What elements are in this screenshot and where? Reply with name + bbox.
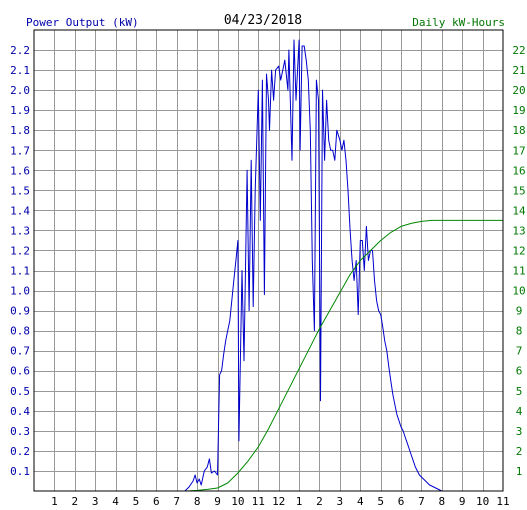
right-tick-label: 21	[512, 64, 525, 77]
right-tick-label: 4	[516, 405, 523, 418]
left-tick-label: 0.6	[10, 365, 30, 378]
left-tick-label: 1.2	[10, 244, 30, 257]
x-tick-label: 11	[496, 495, 509, 508]
right-tick-label: 3	[516, 425, 523, 438]
x-tick-label: 10	[476, 495, 489, 508]
x-tick-label: 5	[133, 495, 140, 508]
left-axis-title: Power Output (kW)	[26, 16, 139, 29]
left-tick-label: 0.4	[10, 405, 30, 418]
x-tick-label: 4	[357, 495, 364, 508]
x-tick-label: 12	[272, 495, 285, 508]
x-tick-label: 6	[398, 495, 405, 508]
x-tick-label: 1	[296, 495, 303, 508]
left-tick-label: 1.4	[10, 204, 30, 217]
x-tick-label: 8	[439, 495, 446, 508]
right-tick-label: 16	[512, 164, 525, 177]
power-output-line	[184, 39, 443, 492]
right-tick-label: 22	[512, 44, 525, 57]
right-tick-label: 1	[516, 465, 523, 478]
daily-kwh-line	[186, 219, 503, 492]
x-tick-label: 4	[112, 495, 119, 508]
right-tick-label: 9	[516, 305, 523, 318]
right-tick-label: 11	[512, 265, 525, 278]
right-tick-label: 8	[516, 325, 523, 338]
x-tick-label: 9	[459, 495, 466, 508]
left-tick-label: 1.5	[10, 184, 30, 197]
left-axis-ticks: 0.1 0.2 0.3 0.4 0.5 0.6 0.7 0.8 0.9 1.0 1.1 1.2 1.3 1…	[10, 44, 30, 478]
left-tick-label: 0.9	[10, 305, 30, 318]
left-tick-label: 0.1	[10, 465, 30, 478]
right-tick-label: 2	[516, 445, 523, 458]
left-tick-label: 2.1	[10, 64, 30, 77]
right-tick-label: 15	[512, 184, 525, 197]
x-tick-label: 10	[231, 495, 244, 508]
x-tick-label: 3	[337, 495, 344, 508]
right-tick-label: 14	[512, 204, 526, 217]
x-tick-label: 6	[153, 495, 160, 508]
x-tick-label: 2	[316, 495, 323, 508]
x-tick-label: 7	[418, 495, 425, 508]
right-tick-label: 13	[512, 224, 525, 237]
left-tick-label: 0.8	[10, 325, 30, 338]
left-tick-label: 0.3	[10, 425, 30, 438]
x-tick-label: 3	[92, 495, 99, 508]
right-tick-label: 19	[512, 104, 525, 117]
x-tick-label: 5	[377, 495, 384, 508]
left-tick-label: 1.9	[10, 104, 30, 117]
x-axis-ticks: 1 2 3 4 5 6 7 8 9 10 11 12 1 2 3 4 5 6 7 8 9 10 11	[51, 495, 510, 508]
left-tick-label: 0.5	[10, 385, 30, 398]
series-layer	[184, 39, 503, 492]
x-tick-label: 11	[252, 495, 265, 508]
right-axis-title: Daily kW-Hours	[412, 16, 505, 29]
left-tick-label: 1.6	[10, 164, 30, 177]
plot-frame	[33, 29, 504, 492]
left-tick-label: 2.0	[10, 84, 30, 97]
left-tick-label: 1.0	[10, 285, 30, 298]
x-tick-label: 8	[194, 495, 201, 508]
left-tick-label: 2.2	[10, 44, 30, 57]
right-tick-label: 18	[512, 124, 525, 137]
left-tick-label: 0.2	[10, 445, 30, 458]
x-tick-label: 2	[71, 495, 78, 508]
left-tick-label: 1.3	[10, 224, 30, 237]
right-tick-label: 10	[512, 285, 525, 298]
right-tick-label: 20	[512, 84, 525, 97]
right-tick-label: 6	[516, 365, 523, 378]
right-tick-label: 7	[516, 345, 523, 358]
left-tick-label: 0.7	[10, 345, 30, 358]
right-tick-label: 17	[512, 144, 525, 157]
right-tick-label: 5	[516, 385, 523, 398]
right-tick-label: 12	[512, 244, 525, 257]
x-tick-label: 1	[51, 495, 58, 508]
left-tick-label: 1.7	[10, 144, 30, 157]
x-tick-label: 9	[214, 495, 221, 508]
chart-date: 04/23/2018	[224, 13, 302, 28]
left-tick-label: 1.8	[10, 124, 30, 137]
x-tick-label: 7	[173, 495, 180, 508]
left-tick-label: 1.1	[10, 265, 30, 278]
